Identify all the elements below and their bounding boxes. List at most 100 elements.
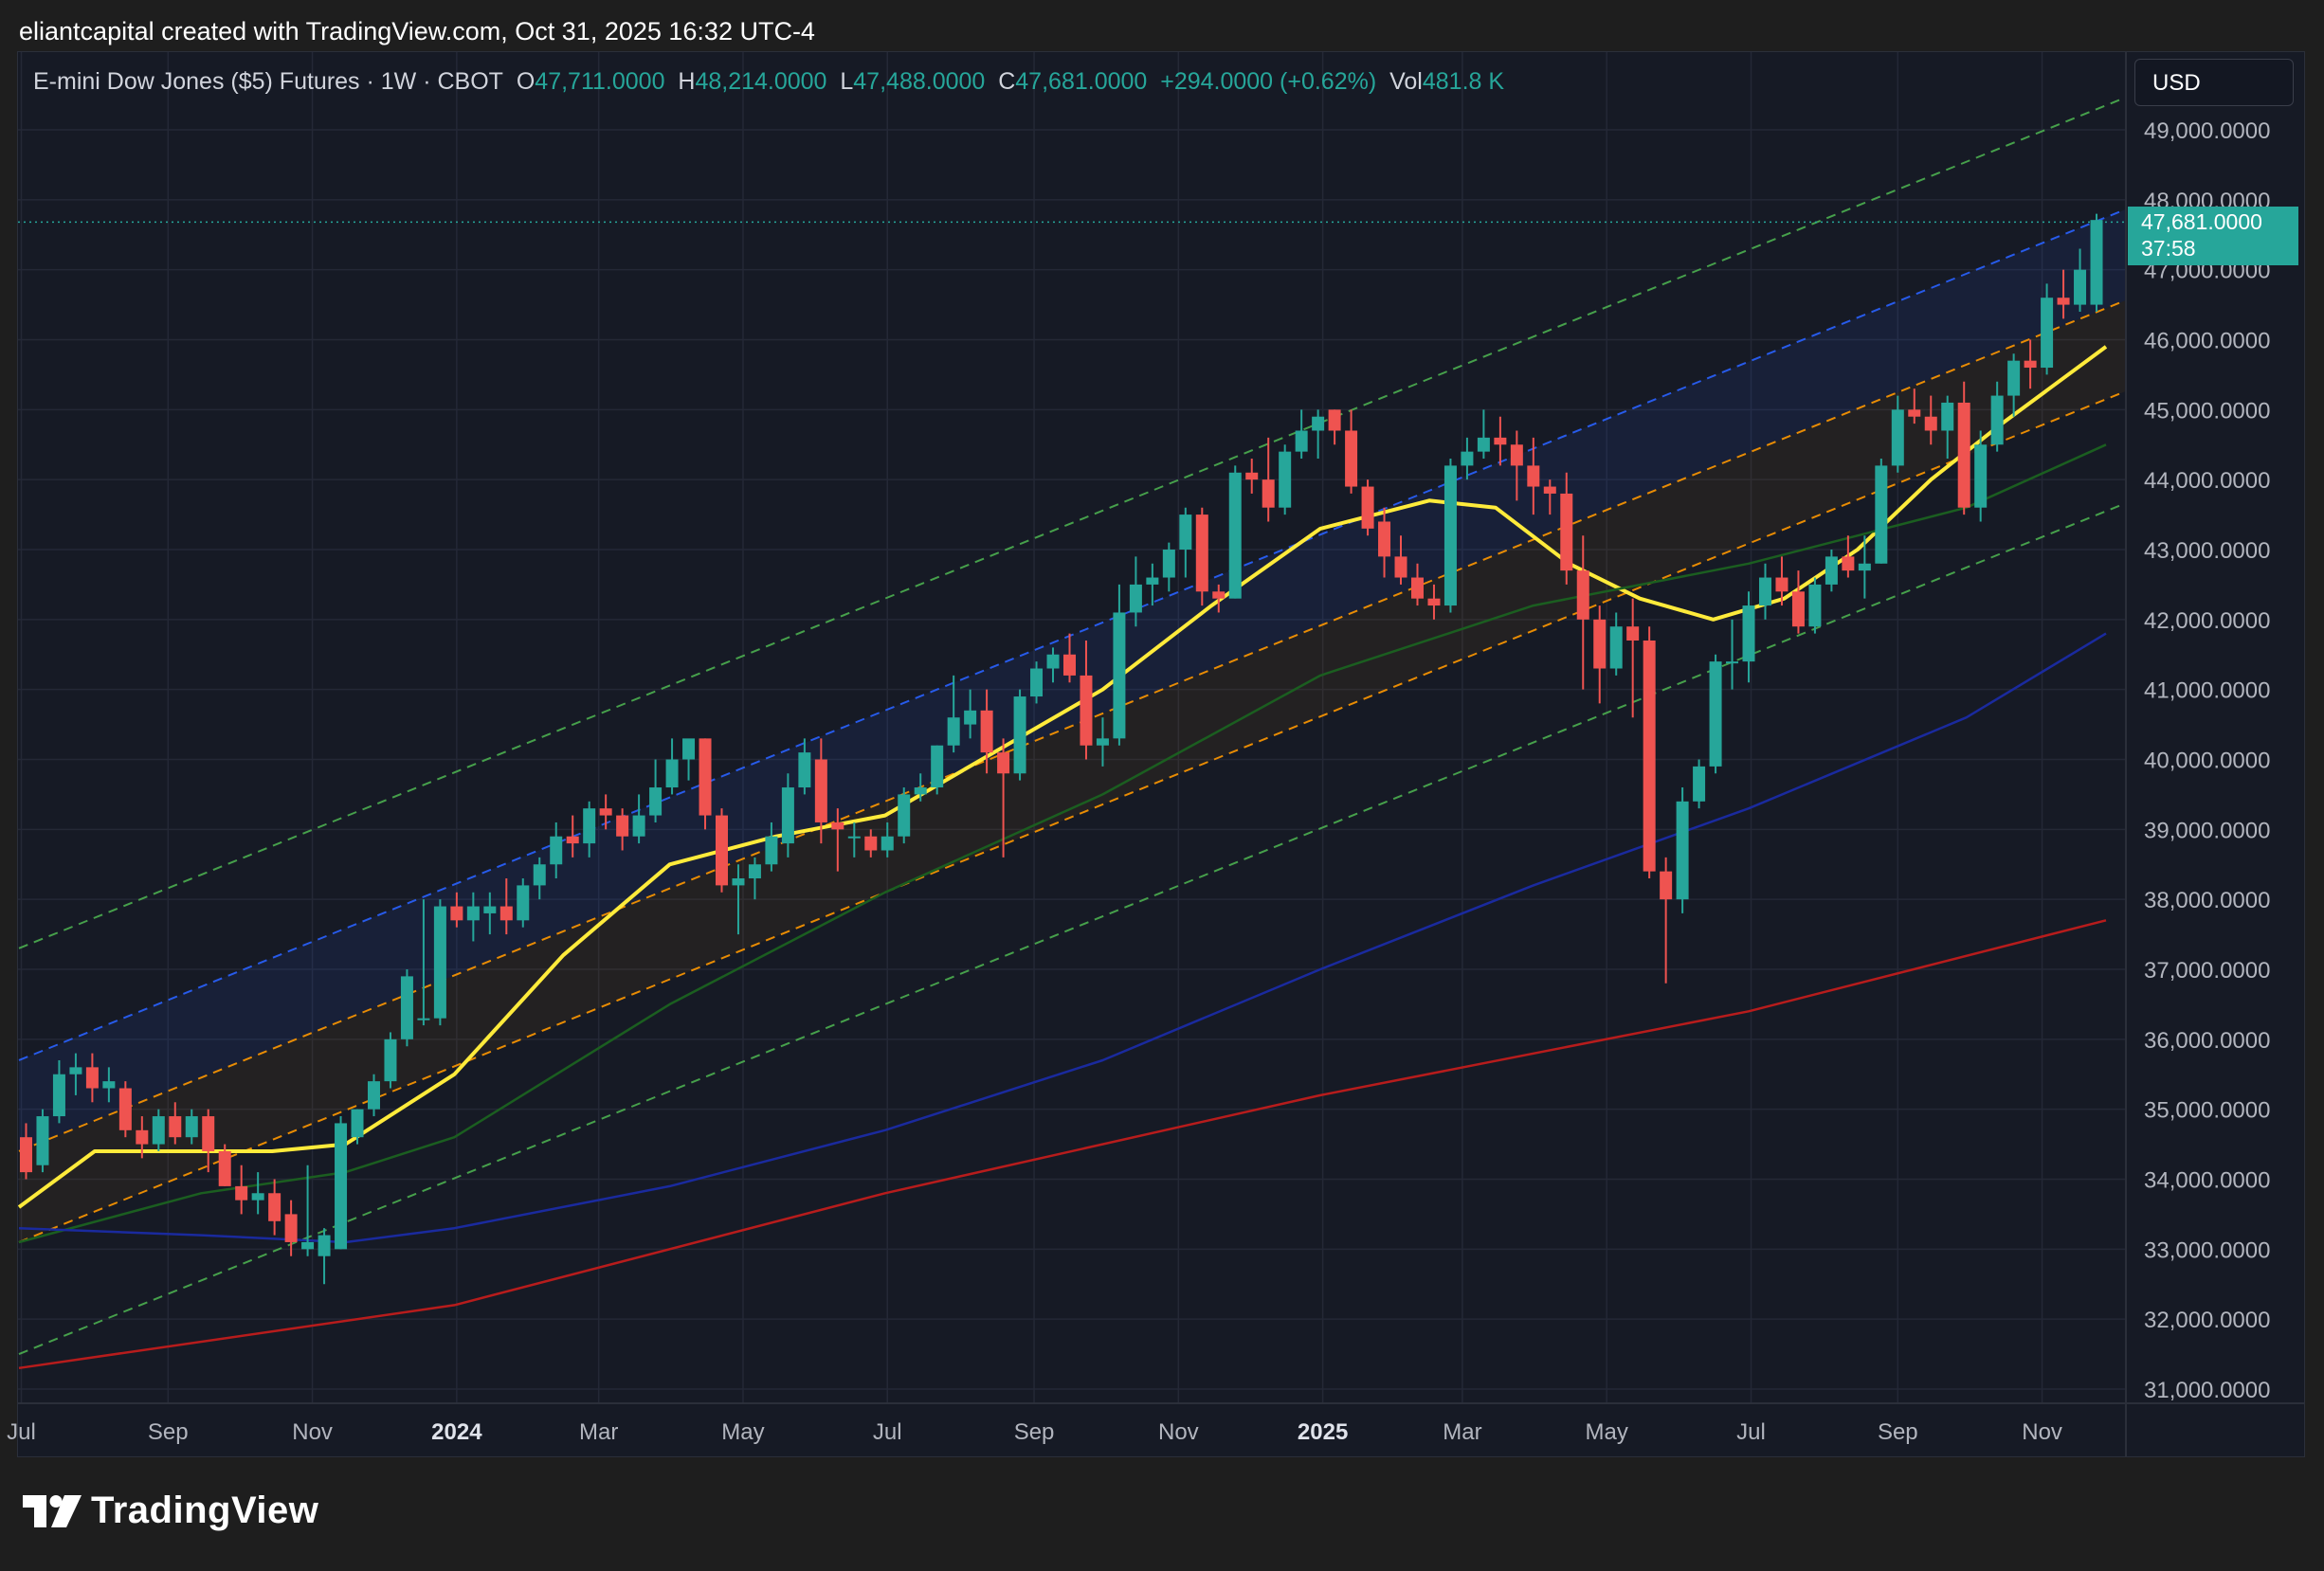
time-tick-label: Mar xyxy=(1443,1419,1481,1445)
candle xyxy=(218,1144,231,1186)
candle-body xyxy=(831,822,844,830)
candle-body xyxy=(433,906,446,1019)
candle-body xyxy=(1394,556,1407,578)
candle-body xyxy=(136,1129,149,1145)
candle xyxy=(1013,689,1026,781)
candle xyxy=(2057,269,2070,319)
low-value: 47,488.0000 xyxy=(853,68,986,95)
candle xyxy=(1775,556,1788,606)
candle-body xyxy=(781,787,794,844)
channel-line xyxy=(18,501,2126,1356)
candle-body xyxy=(1891,409,1904,466)
candle xyxy=(1593,605,1607,704)
candle-body xyxy=(1312,416,1325,431)
candle-body xyxy=(1858,563,1871,571)
candle xyxy=(284,1200,298,1256)
currency-button[interactable]: USD xyxy=(2134,59,2294,106)
candle xyxy=(1162,542,1175,592)
candle xyxy=(351,1109,364,1145)
candle xyxy=(1477,409,1490,460)
candle-body xyxy=(1477,437,1490,452)
candle-body xyxy=(881,836,894,851)
candle xyxy=(384,1032,397,1089)
candle-body xyxy=(417,1018,430,1020)
candle-body xyxy=(632,815,645,837)
candle-body xyxy=(466,906,480,921)
candle-body xyxy=(616,815,629,837)
candle xyxy=(898,787,911,844)
candle xyxy=(1676,787,1689,913)
candle-body xyxy=(947,717,960,746)
candle xyxy=(1660,857,1673,984)
candle-body xyxy=(1179,515,1192,550)
price-tick-label: 36,000.0000 xyxy=(2144,1028,2270,1054)
candle-body xyxy=(335,1123,348,1250)
price-tick-label: 42,000.0000 xyxy=(2144,608,2270,634)
candle-body xyxy=(533,864,546,886)
time-axis[interactable]: Jul Sep Nov 2024 Mar May Jul Sep Nov 2025 Mar May Ju… xyxy=(7,1419,2062,1445)
candle xyxy=(19,1123,32,1180)
candle xyxy=(85,1053,99,1103)
last-price-tag: 47,681.0000 37:58 xyxy=(2128,207,2298,265)
candle xyxy=(185,1109,198,1145)
candle-body xyxy=(699,738,712,816)
candle xyxy=(1279,444,1292,515)
candle-body xyxy=(1808,584,1822,627)
candle-body xyxy=(1560,493,1573,571)
candle xyxy=(202,1109,215,1173)
time-tick-label: May xyxy=(1586,1419,1628,1445)
candle xyxy=(1113,584,1126,746)
candle xyxy=(1842,535,1855,578)
candle-body xyxy=(1427,598,1441,606)
grid xyxy=(18,52,2126,1403)
channel-line xyxy=(18,96,2126,949)
candle-body xyxy=(36,1116,49,1165)
candle-body xyxy=(152,1116,165,1145)
candle-body xyxy=(2090,220,2103,305)
candle xyxy=(1941,395,1954,460)
candle-body xyxy=(102,1081,116,1089)
candle-body xyxy=(1875,465,1888,564)
price-chart[interactable]: 31,000.0000 32,000.0000 33,000.0000 34,000.… xyxy=(0,0,2324,1478)
chart-frame[interactable] xyxy=(17,51,2305,1457)
time-tick-label: Nov xyxy=(292,1419,333,1445)
volume-value: 481.8 K xyxy=(1422,68,1505,95)
channel-line xyxy=(18,298,2126,1152)
candle-body xyxy=(1908,409,1921,417)
time-tick-label: Jul xyxy=(873,1419,902,1445)
candle xyxy=(1195,507,1208,606)
volume-label: Vol xyxy=(1389,68,1423,95)
candle-body xyxy=(1676,801,1689,900)
candle-body xyxy=(898,794,911,837)
candle xyxy=(682,738,696,781)
candle-body xyxy=(2057,298,2070,305)
channel-line xyxy=(18,389,2126,1243)
candle xyxy=(1328,409,1341,445)
candle-body xyxy=(566,836,579,844)
candle-body xyxy=(1443,465,1457,606)
price-tick-label: 45,000.0000 xyxy=(2144,398,2270,424)
candle xyxy=(1643,626,1656,879)
price-axis[interactable]: 31,000.0000 32,000.0000 33,000.0000 34,000.… xyxy=(2144,118,2270,1403)
candle-body xyxy=(1974,444,1988,508)
candle xyxy=(36,1109,49,1173)
tradingview-logo[interactable]: TradingView xyxy=(23,1490,318,1532)
candle-body xyxy=(847,836,861,839)
moving-average-line xyxy=(18,919,2107,1370)
candle-body xyxy=(1957,402,1970,508)
candle-body xyxy=(384,1038,397,1082)
change-value: +294.0000 (+0.62%) xyxy=(1160,68,1377,95)
candle xyxy=(1626,598,1640,718)
price-tick-label: 49,000.0000 xyxy=(2144,118,2270,144)
candle-body xyxy=(864,836,878,851)
candle-body xyxy=(931,745,944,788)
candle xyxy=(318,1228,331,1285)
candle-body xyxy=(748,864,761,879)
candle-body xyxy=(1461,451,1474,466)
high-value: 48,214.0000 xyxy=(695,68,827,95)
candle-body xyxy=(1609,626,1623,669)
candle xyxy=(1427,584,1441,620)
symbol-legend[interactable]: E-mini Dow Jones ($5) Futures · 1W · CBO… xyxy=(33,68,1504,96)
candle xyxy=(533,857,546,900)
candle xyxy=(2024,339,2037,389)
